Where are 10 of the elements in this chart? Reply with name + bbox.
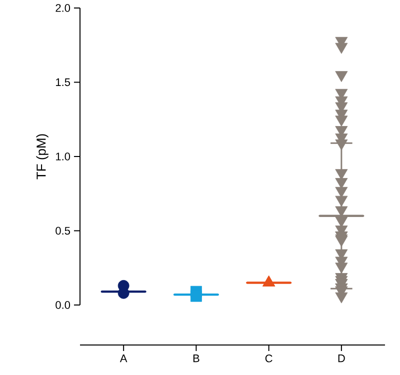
y-tick-label: 0.5: [56, 226, 70, 235]
x-tick-label: A: [120, 354, 128, 362]
y-tick-label: 2.0: [56, 4, 70, 12]
x-tick-label: B: [193, 354, 200, 362]
y-tick-label: 0.0: [56, 301, 70, 309]
y-axis-title: TF (pM): [36, 134, 48, 180]
y-tick-label: 1.5: [56, 78, 70, 86]
x-tick-label: C: [265, 354, 272, 362]
x-tick-label: D: [338, 354, 345, 362]
y-tick-label: 1.0: [56, 152, 70, 160]
